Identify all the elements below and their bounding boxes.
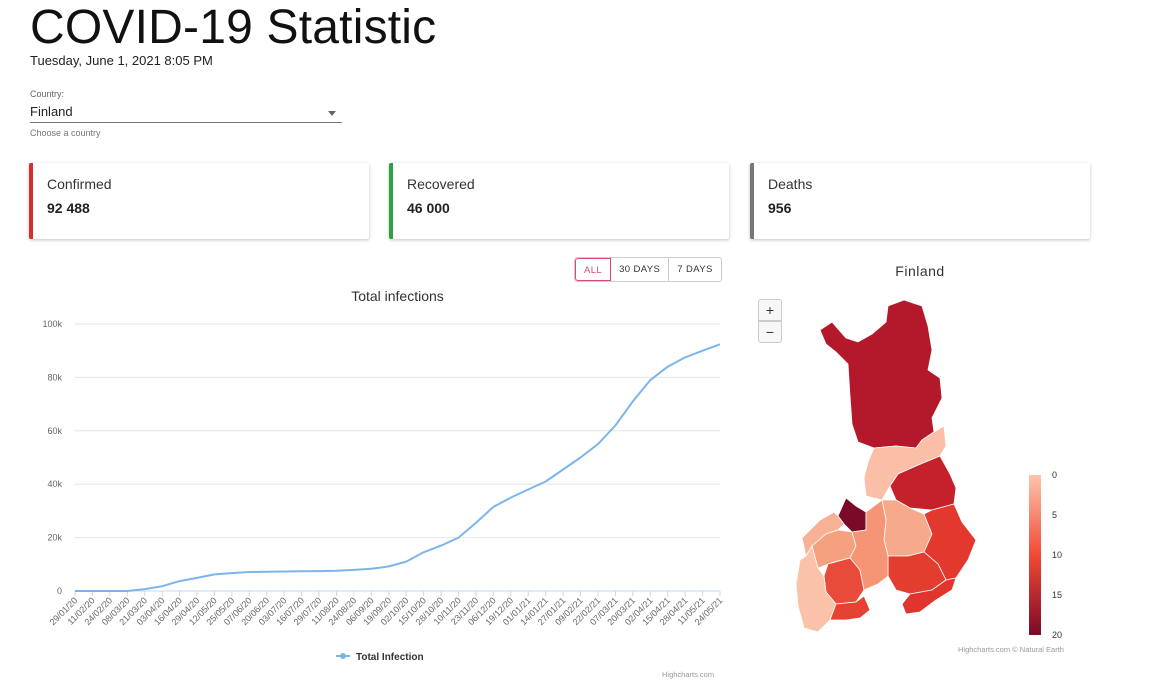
chart-credits[interactable]: Highcharts.com <box>662 670 715 679</box>
deaths-label: Deaths <box>768 176 813 192</box>
y-tick-label: 100k <box>42 319 62 329</box>
legend-label-5: 5 <box>1052 510 1057 520</box>
y-tick-label: 60k <box>47 426 62 436</box>
map-credits[interactable]: Highcharts.com © Natural Earth <box>958 645 1064 654</box>
confirmed-value: 92 488 <box>47 200 90 216</box>
legend-label-15: 15 <box>1052 590 1062 600</box>
zoom-out-button[interactable]: − <box>758 321 782 343</box>
range-all-button[interactable]: ALL <box>575 258 612 281</box>
confirmed-label: Confirmed <box>47 176 112 192</box>
finland-map <box>795 299 977 633</box>
country-hint: Choose a country <box>30 128 101 138</box>
map-region-kymenlaakso[interactable] <box>901 577 957 615</box>
country-select[interactable]: Finland <box>30 103 342 123</box>
range-7-days-button[interactable]: 7 DAYS <box>669 258 721 281</box>
current-date: Tuesday, June 1, 2021 8:05 PM <box>30 53 213 68</box>
confirmed-card: Confirmed 92 488 <box>29 163 369 239</box>
recovered-card: Recovered 46 000 <box>389 163 729 239</box>
legend-label-10: 10 <box>1052 550 1062 560</box>
map-region-uusimaa[interactable] <box>829 595 871 621</box>
legend-label-0: 0 <box>1052 470 1057 480</box>
total-infections-chart: Total infections020k40k60k80k100k29/01/2… <box>42 288 724 663</box>
legend-gradient-bar <box>1029 475 1041 635</box>
deaths-value: 956 <box>768 200 792 216</box>
y-tick-label: 40k <box>47 479 62 489</box>
map-region-central-ostrobothnia[interactable] <box>837 497 867 533</box>
range-30-days-button[interactable]: 30 DAYS <box>611 258 670 281</box>
map-title: Finland <box>895 263 945 279</box>
recovered-label: Recovered <box>407 176 475 192</box>
map-region-central-finland[interactable] <box>849 499 889 591</box>
country-select-value: Finland <box>30 104 73 119</box>
zoom-in-button[interactable]: + <box>758 299 782 321</box>
chevron-down-icon[interactable] <box>328 111 336 116</box>
deaths-card: Deaths 956 <box>750 163 1090 239</box>
range-button-group: ALL 30 DAYS 7 DAYS <box>574 257 722 282</box>
chart-title: Total infections <box>351 288 444 304</box>
recovered-value: 46 000 <box>407 200 450 216</box>
y-tick-label: 0 <box>57 586 62 596</box>
map-color-legend: 0 5 10 15 20 <box>1029 470 1062 640</box>
series-line-total-infection[interactable] <box>75 343 721 592</box>
y-tick-label: 20k <box>47 533 62 543</box>
legend-point-marker[interactable] <box>340 653 346 659</box>
legend-label-20: 20 <box>1052 630 1062 640</box>
legend-label[interactable]: Total Infection <box>356 652 424 663</box>
page-title: COVID-19 Statistic <box>30 1 437 54</box>
map-region-lapland[interactable] <box>819 299 943 449</box>
y-tick-label: 80k <box>47 372 62 382</box>
country-selector: Country: Finland Choose a country <box>30 89 342 138</box>
country-label: Country: <box>30 89 65 99</box>
